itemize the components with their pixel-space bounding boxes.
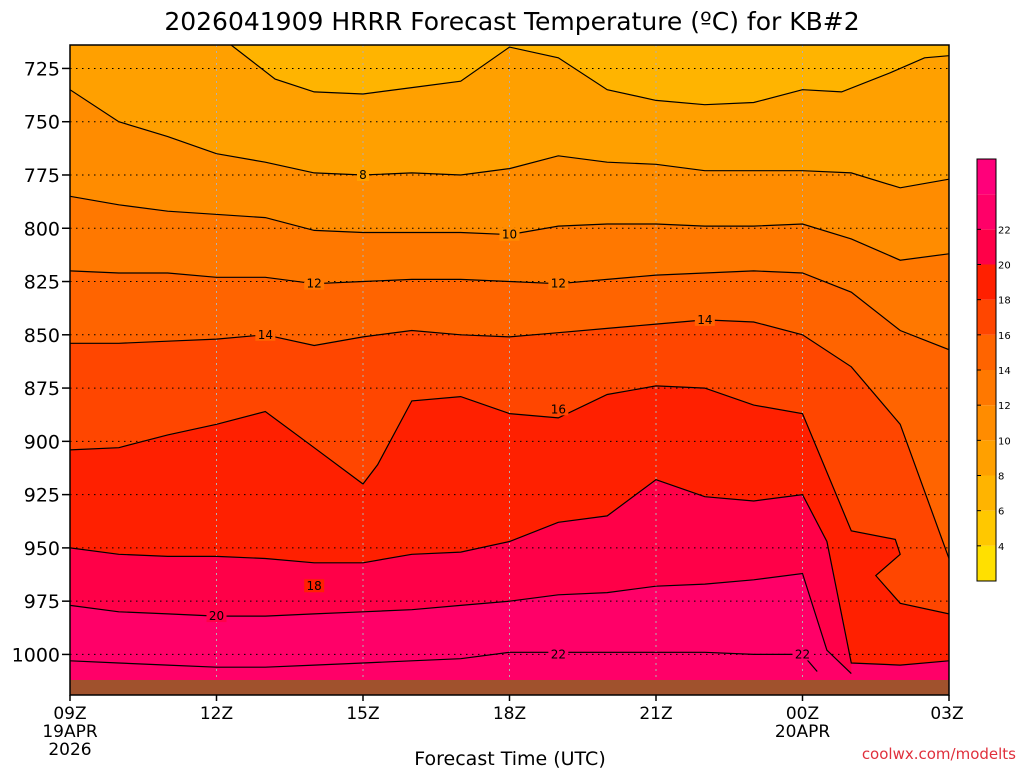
contour-label-bg (206, 609, 227, 623)
contour-label-22: 22 (795, 647, 810, 661)
contour-label-bg (255, 327, 276, 341)
contour-label-8: 8 (359, 168, 367, 182)
x-axis-label: Forecast Time (UTC) (414, 748, 605, 768)
contour-label-bg (548, 276, 569, 290)
colorbar-swatch-14 (977, 334, 996, 370)
contour-line-18 (70, 479, 949, 666)
y-tick-label-1000: 1000 (12, 644, 60, 666)
contour-line-22 (70, 651, 818, 672)
contour-label-18: 18 (307, 579, 322, 593)
contour-label-bg (357, 167, 369, 181)
contour-label-16: 16 (551, 402, 566, 416)
colorbar-swatch-12 (977, 370, 996, 406)
contour-label-10: 10 (502, 228, 517, 242)
contour-label-14: 14 (258, 328, 273, 342)
x-tick-label-09Z: 09Z (53, 704, 86, 724)
y-tick-label-975: 975 (24, 591, 60, 613)
contour-label-12: 12 (551, 277, 566, 291)
x-tick-label-03Z: 03Z (930, 704, 963, 724)
colorbar-swatch-22 (977, 194, 996, 230)
y-tick-label-775: 775 (24, 165, 60, 187)
x-tick-label-18Z: 18Z (493, 704, 526, 724)
colorbar-swatch-4 (977, 510, 996, 546)
x-tick-label-12Z: 12Z (200, 704, 233, 724)
colorbar-label-12: 12 (998, 401, 1011, 412)
colorbar-label-10: 10 (998, 436, 1011, 447)
contour-label-22: 22 (551, 647, 566, 661)
colorbar-label-22: 22 (998, 225, 1011, 236)
x-tick-sublabel: 19APR (42, 722, 98, 742)
x-tick-label-00Z: 00Z (786, 704, 819, 724)
x-tick-label-15Z: 15Z (346, 704, 379, 724)
colorbar-swatch-6 (977, 475, 996, 511)
y-tick-label-800: 800 (24, 218, 60, 240)
colorbar-swatch-2 (977, 545, 996, 581)
contour-line-12 (70, 270, 949, 351)
colorbar-swatch-8 (977, 440, 996, 476)
y-tick-label-900: 900 (24, 431, 60, 453)
contour-label-bg (548, 402, 569, 416)
contour-label-bg (548, 647, 569, 661)
colorbar-swatch-18 (977, 264, 996, 300)
x-tick-label-21Z: 21Z (639, 704, 672, 724)
contour-label-12: 12 (307, 277, 322, 291)
contour-label-bg (304, 276, 325, 290)
y-tick-label-725: 725 (24, 58, 60, 80)
contour-line-8 (70, 89, 949, 189)
contour-label-bg (694, 312, 715, 326)
contour-line-16 (70, 385, 949, 615)
contour-line-10 (70, 195, 949, 261)
colorbar-label-16: 16 (998, 331, 1011, 342)
colorbar-label-8: 8 (998, 472, 1004, 483)
y-tick-label-850: 850 (24, 325, 60, 347)
temp-band-below-6 (231, 45, 949, 105)
contour-label-bg (792, 647, 813, 661)
y-tick-label-925: 925 (24, 485, 60, 507)
contour-label-20: 20 (209, 609, 224, 623)
contour-label-bg (304, 579, 325, 593)
ground-strip (70, 680, 949, 695)
contour-line-14 (70, 319, 949, 559)
y-tick-label-750: 750 (24, 112, 60, 134)
y-tick-label-875: 875 (24, 378, 60, 400)
colorbar-label-6: 6 (998, 507, 1004, 518)
colorbar-label-20: 20 (998, 261, 1011, 272)
contour-line-6 (230, 45, 949, 106)
x-tick-sublabel: 2026 (48, 740, 91, 760)
y-tick-label-950: 950 (24, 538, 60, 560)
contour-label-bg (499, 227, 520, 241)
colorbar-label-4: 4 (998, 542, 1004, 553)
colorbar-swatch-16 (977, 299, 996, 335)
colorbar-label-14: 14 (998, 366, 1011, 377)
colorbar-swatch-20 (977, 229, 996, 265)
chart-title: 2026041909 HRRR Forecast Temperature (ºC… (164, 7, 859, 36)
colorbar-swatch-10 (977, 405, 996, 441)
credit-text[interactable]: coolwx.com/modelts (862, 745, 1016, 763)
colorbar-label-18: 18 (998, 296, 1011, 307)
y-tick-label-825: 825 (24, 272, 60, 294)
colorbar-swatch-24 (977, 159, 996, 195)
x-tick-sublabel: 20APR (775, 722, 831, 742)
contour-label-14: 14 (697, 313, 712, 327)
